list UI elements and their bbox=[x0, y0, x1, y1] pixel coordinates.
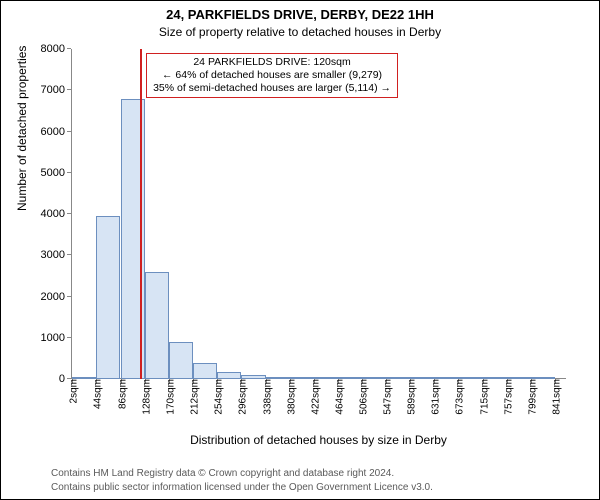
chart-title-main: 24, PARKFIELDS DRIVE, DERBY, DE22 1HH bbox=[1, 7, 599, 22]
y-tick-label: 7000 bbox=[41, 84, 71, 96]
x-tick-label: 757sqm bbox=[499, 379, 514, 415]
y-tick-label: 4000 bbox=[41, 208, 71, 220]
chart-frame: 24, PARKFIELDS DRIVE, DERBY, DE22 1HH Si… bbox=[0, 0, 600, 500]
chart-title-sub: Size of property relative to detached ho… bbox=[1, 25, 599, 39]
x-tick-label: 799sqm bbox=[523, 379, 538, 415]
x-tick-label: 296sqm bbox=[234, 379, 249, 415]
y-tick-mark bbox=[67, 131, 71, 132]
histogram-bar bbox=[96, 216, 120, 379]
footer-copyright: Contains HM Land Registry data © Crown c… bbox=[51, 468, 394, 479]
histogram-bar bbox=[169, 342, 193, 379]
histogram-bar bbox=[217, 372, 241, 379]
histogram-bar bbox=[483, 377, 507, 379]
x-tick-label: 212sqm bbox=[186, 379, 201, 415]
annotation-line: 35% of semi-detached houses are larger (… bbox=[153, 82, 391, 95]
histogram-bar bbox=[410, 377, 434, 379]
x-tick-label: 547sqm bbox=[378, 379, 393, 415]
y-axis-label: Number of detached properties bbox=[15, 46, 29, 211]
x-tick-label: 673sqm bbox=[451, 379, 466, 415]
annotation-line: 24 PARKFIELDS DRIVE: 120sqm bbox=[153, 56, 391, 69]
histogram-bar bbox=[531, 377, 555, 379]
histogram-bar bbox=[241, 375, 265, 379]
y-tick-mark bbox=[67, 213, 71, 214]
y-tick-label: 1000 bbox=[41, 332, 71, 344]
x-axis-label: Distribution of detached houses by size … bbox=[71, 433, 566, 447]
histogram-bar bbox=[507, 377, 531, 379]
histogram-bar bbox=[362, 377, 386, 379]
x-tick-label: 631sqm bbox=[427, 379, 442, 415]
y-tick-mark bbox=[67, 48, 71, 49]
y-tick-mark bbox=[67, 296, 71, 297]
plot-area: 0100020003000400050006000700080002sqm44s… bbox=[71, 49, 566, 379]
y-tick-mark bbox=[67, 254, 71, 255]
histogram-bar bbox=[72, 377, 96, 379]
histogram-bar bbox=[434, 377, 458, 379]
x-tick-label: 380sqm bbox=[282, 379, 297, 415]
histogram-bar bbox=[193, 363, 217, 379]
x-tick-label: 506sqm bbox=[355, 379, 370, 415]
y-tick-mark bbox=[67, 89, 71, 90]
y-tick-label: 2000 bbox=[41, 291, 71, 303]
x-tick-label: 2sqm bbox=[65, 379, 80, 403]
histogram-bar bbox=[145, 272, 169, 379]
y-tick-label: 8000 bbox=[41, 43, 71, 55]
histogram-bar bbox=[386, 377, 410, 379]
x-tick-label: 841sqm bbox=[548, 379, 563, 415]
x-tick-label: 715sqm bbox=[475, 379, 490, 415]
y-tick-label: 6000 bbox=[41, 126, 71, 138]
x-tick-label: 170sqm bbox=[161, 379, 176, 415]
histogram-bar bbox=[338, 377, 362, 379]
x-tick-label: 44sqm bbox=[89, 379, 104, 409]
x-tick-label: 254sqm bbox=[210, 379, 225, 415]
histogram-bar bbox=[458, 377, 482, 379]
x-tick-label: 422sqm bbox=[306, 379, 321, 415]
y-tick-mark bbox=[67, 172, 71, 173]
y-tick-label: 3000 bbox=[41, 249, 71, 261]
y-tick-label: 5000 bbox=[41, 167, 71, 179]
histogram-bar bbox=[266, 377, 290, 379]
x-tick-label: 86sqm bbox=[113, 379, 128, 409]
annotation-box: 24 PARKFIELDS DRIVE: 120sqm← 64% of deta… bbox=[146, 53, 398, 98]
x-tick-label: 338sqm bbox=[258, 379, 273, 415]
annotation-line: ← 64% of detached houses are smaller (9,… bbox=[153, 69, 391, 82]
y-tick-mark bbox=[67, 337, 71, 338]
histogram-bar bbox=[290, 377, 314, 379]
property-marker-line bbox=[140, 49, 142, 379]
x-tick-label: 589sqm bbox=[403, 379, 418, 415]
x-tick-label: 464sqm bbox=[331, 379, 346, 415]
footer-licence: Contains public sector information licen… bbox=[51, 482, 433, 493]
x-tick-label: 128sqm bbox=[137, 379, 152, 415]
histogram-bar bbox=[314, 377, 338, 379]
